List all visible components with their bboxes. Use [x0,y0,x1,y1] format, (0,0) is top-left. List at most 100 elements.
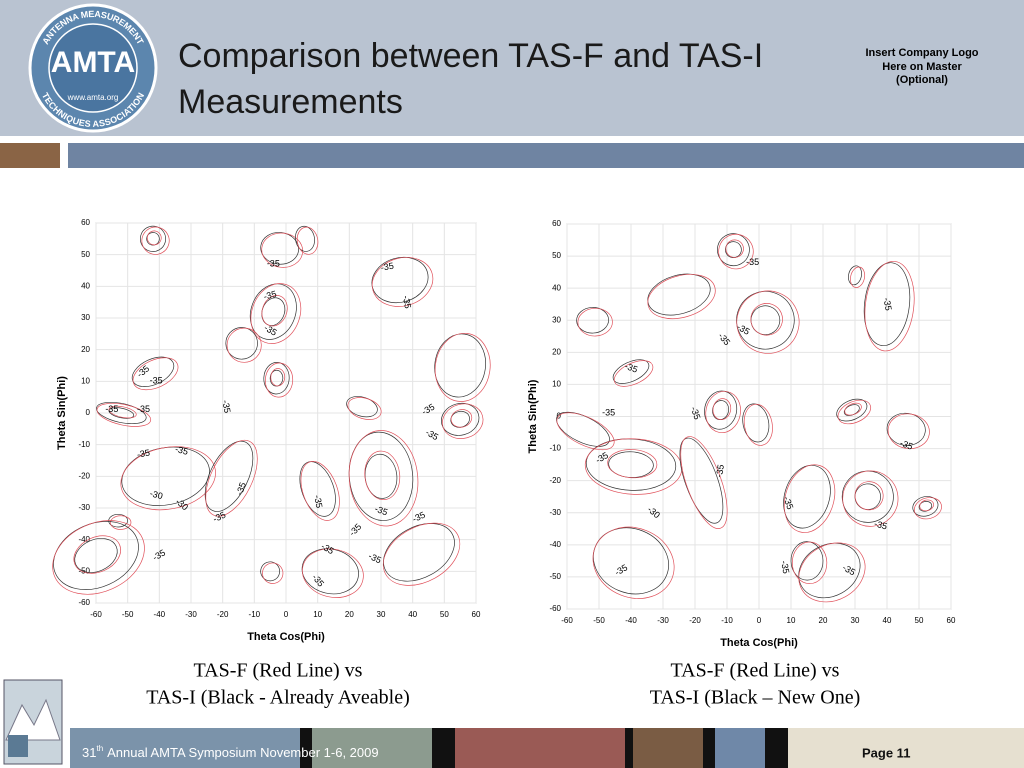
contour-label: -35 [312,494,324,509]
contour-label: -35 [623,361,639,375]
contour-line [260,561,281,582]
title-line: Measurements [178,83,403,121]
contour-line [302,548,364,598]
x-tick-label: -50 [593,616,605,625]
contour-line [783,464,836,533]
contour-label: -35 [899,438,915,452]
x-tick-label: 10 [313,610,322,619]
contour-line [299,461,336,517]
x-tick-label: -30 [657,616,669,625]
contour-line [441,402,480,436]
contour-label: -35 [105,404,118,414]
y-tick-label: -40 [549,540,561,549]
logo-name: AMTA [51,46,135,79]
contour-line [434,332,491,402]
logo-url: www.amta.org [67,93,119,102]
contour-line [919,499,934,512]
contour-line [348,430,419,527]
contour-label: -35 [746,257,759,267]
contour-line [836,398,868,422]
y-tick-label: 30 [552,315,561,324]
contour-label: -35 [781,495,795,511]
y-tick-label: -60 [549,604,561,613]
contour-line [434,333,486,398]
contour-label: -35 [367,551,383,566]
contour-label: -30 [149,488,164,501]
y-tick-label: -50 [549,572,561,581]
contour-label: -35 [689,405,703,421]
contour-line [139,225,167,252]
x-tick-label: -20 [689,616,701,625]
contour-line [783,464,831,529]
footer-seg [300,728,312,768]
page-number: Page 11 [862,745,910,760]
x-tick-label: 30 [851,616,860,625]
contour-line [647,274,716,319]
contour-line [844,402,862,416]
contour-line [301,548,359,595]
contour-line [864,260,915,352]
x-tick-label: -10 [721,616,733,625]
contour-plot: -60 -50 -40 -30 -20 -10 0 10 20 30 40 50 60 60 50 40 30 2… [52,218,491,709]
contour-line [120,446,216,511]
y-tick-label: -40 [78,535,90,544]
x-tick-label: -50 [122,610,134,619]
contour-label: -35 [380,261,395,273]
contour-label: -35 [211,510,227,525]
y-tick-label: 20 [81,345,90,354]
contour-line [912,496,939,517]
contour-label: -35 [401,295,413,310]
contour-label: -35 [779,560,791,575]
contour-line [270,368,286,387]
contour-line [854,481,884,511]
contour-line [364,450,401,501]
footer-seg [312,728,432,768]
caption: TAS-F (Red Line) vs [194,660,363,682]
event-badge [3,679,63,765]
x-tick-label: 50 [915,616,924,625]
x-tick-label: 60 [472,610,481,619]
contour-line [612,359,650,384]
y-tick-label: -10 [549,444,561,453]
contour-line [52,520,145,595]
contour-line [205,439,258,517]
contour-line [450,409,473,428]
contour-line [647,273,711,316]
y-tick-label: -10 [78,440,90,449]
contour-line [913,497,942,520]
contour-line [108,405,137,419]
x-tick-label: 40 [883,616,892,625]
contour-plot: -60 -50 -40 -30 -20 -10 0 10 20 30 40 50 60 60 50 40 30 2… [527,219,956,708]
contour-line [346,396,378,418]
contour-label: -35 [873,518,888,531]
contour-line [250,283,302,344]
logo-note: Here on Master [882,61,962,73]
x-tick-label: 60 [947,616,956,625]
contour-line [863,262,911,347]
contour-line [887,413,930,450]
x-tick-label: -10 [249,610,261,619]
contour-line [96,401,147,425]
contour-label: -35 [150,376,163,386]
logo-inner [48,23,138,113]
footer-seg [455,728,625,768]
x-tick-label: 20 [345,610,354,619]
x-axis-label: Theta Cos(Phi) [247,631,325,643]
contour-line [679,437,724,524]
x-axis-label: Theta Cos(Phi) [720,637,798,649]
contour-line [249,283,297,340]
contour-line [743,403,773,446]
contour-line [790,541,824,581]
title-line: Comparison between TAS-F and TAS-I [178,37,763,75]
contour-line [73,535,121,574]
footer-text: 31th Annual AMTA Symposium November 1-6, … [82,744,379,760]
footer-seg [703,728,715,768]
contour-line [371,257,434,307]
footer-seg [788,728,1024,768]
contour-label: -35 [262,289,277,302]
y-axis-label: Theta Sin(Phi) [527,379,539,453]
y-tick-label: 30 [81,313,90,322]
contour-line [842,470,899,527]
x-tick-label: 10 [787,616,796,625]
